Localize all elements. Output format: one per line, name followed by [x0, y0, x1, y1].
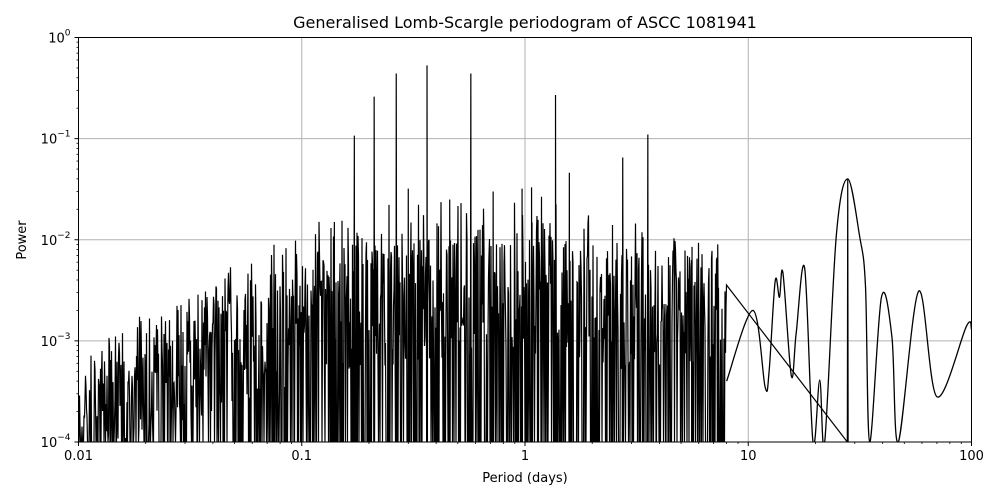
x-tick-label: 0.01 [64, 449, 93, 464]
dense-spectrum [78, 65, 849, 442]
x-tick-label: 100 [959, 449, 984, 464]
x-axis-ticks: 0.01 0.1 1 10 100 [64, 442, 984, 464]
x-axis-label: Period (days) [482, 471, 568, 486]
smooth-long-period-curve [726, 178, 972, 442]
y-axis-label: Power [15, 220, 30, 260]
x-tick-label: 0.1 [291, 449, 312, 464]
x-tick-label: 10 [740, 449, 757, 464]
y-tick-label: 10−4 [41, 433, 71, 451]
x-tick-label: 1 [521, 449, 529, 464]
y-tick-label: 10−3 [41, 332, 71, 350]
y-tick-label: 10−2 [41, 231, 71, 249]
periodogram-curve [78, 65, 972, 442]
y-axis-ticks: 10−4 10−3 10−2 10−1 100 [41, 29, 79, 451]
chart-title: Generalised Lomb-Scargle periodogram of … [293, 13, 757, 32]
y-tick-label: 10−1 [41, 130, 71, 148]
y-tick-label: 100 [48, 29, 71, 47]
